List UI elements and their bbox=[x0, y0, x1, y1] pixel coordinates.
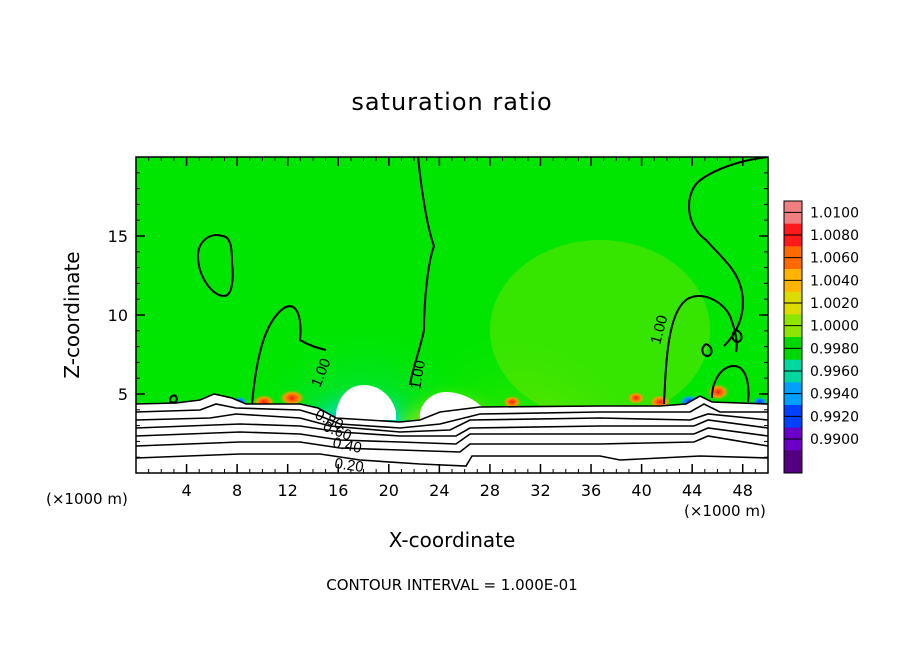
contour-small-loop bbox=[701, 342, 713, 358]
x-tick-label: 16 bbox=[328, 481, 348, 500]
contour-label: 1.00 bbox=[647, 313, 671, 346]
x-unit-label: (×1000 m) bbox=[684, 502, 766, 520]
contour-terrain-0 bbox=[136, 393, 768, 423]
x-tick-label: 36 bbox=[581, 481, 601, 500]
contour-label: 0.20 bbox=[333, 455, 364, 476]
x-tick-label: 28 bbox=[480, 481, 500, 500]
x-tick-label: 4 bbox=[181, 481, 191, 500]
colorbar-swatch bbox=[784, 450, 802, 474]
lime-region bbox=[490, 240, 710, 420]
y-tick-label: 5 bbox=[118, 385, 128, 404]
z-unit-label: (×1000 m) bbox=[46, 490, 128, 508]
x-tick-label: 32 bbox=[530, 481, 550, 500]
colorbar-label: 0.9940 bbox=[810, 387, 859, 403]
x-axis-ticks: 4 8 12 16 20 24 28 32 36 40 44 48 bbox=[148, 157, 756, 500]
colorbar: 1.0100 1.0080 1.0060 1.0040 1.0020 1.0000 0.99… bbox=[783, 200, 859, 474]
chart-title: saturation ratio bbox=[351, 88, 553, 116]
y-tick-label: 10 bbox=[108, 306, 128, 325]
colorbar-label: 0.9960 bbox=[810, 364, 859, 380]
colorbar-label: 1.0060 bbox=[810, 251, 859, 267]
contour-small-loop bbox=[168, 394, 178, 404]
y-axis-label: Z-coordinate bbox=[60, 251, 84, 379]
hot-spot bbox=[502, 395, 522, 409]
colorbar-label: 0.9900 bbox=[810, 432, 859, 448]
hot-spot bbox=[706, 383, 730, 401]
contour-1.00-left bbox=[251, 305, 327, 405]
contour-small-loop bbox=[731, 328, 743, 344]
contour-1.00-right-bump bbox=[711, 364, 750, 403]
x-tick-label: 12 bbox=[278, 481, 298, 500]
contour-terrain-4 bbox=[136, 427, 768, 445]
colorbar-label: 1.0100 bbox=[810, 205, 859, 221]
colorbar-label: 1.0000 bbox=[810, 319, 859, 335]
hot-spot bbox=[626, 391, 646, 405]
y-tick-label: 15 bbox=[108, 227, 128, 246]
contour-lines-upper bbox=[168, 157, 768, 405]
x-tick-label: 8 bbox=[232, 481, 242, 500]
contour-interval-note: CONTOUR INTERVAL = 1.000E-01 bbox=[326, 576, 578, 594]
y-axis-ticks: 5 10 15 bbox=[108, 172, 768, 458]
colorbar-label: 0.9980 bbox=[810, 341, 859, 357]
colorbar-label: 1.0040 bbox=[810, 273, 859, 289]
colorbar-label: 1.0080 bbox=[810, 228, 859, 244]
contour-1.00-right-top bbox=[687, 157, 768, 347]
contour-terrain-3 bbox=[136, 419, 768, 437]
contour-lines-terrain bbox=[136, 393, 768, 467]
x-axis-label: X-coordinate bbox=[388, 528, 516, 552]
plot-field bbox=[136, 157, 768, 473]
colorbar-label: 0.9920 bbox=[810, 409, 859, 425]
colorbar-label: 1.0020 bbox=[810, 296, 859, 312]
contour-label: 0.40 bbox=[331, 434, 363, 457]
contour-1.00-center bbox=[409, 157, 436, 386]
contour-terrain-5 bbox=[136, 435, 768, 453]
x-tick-label: 24 bbox=[429, 481, 449, 500]
contour-1.00-island bbox=[196, 234, 234, 298]
clear-region-left bbox=[336, 385, 396, 420]
x-tick-label: 44 bbox=[682, 481, 702, 500]
contour-terrain-6 bbox=[136, 453, 768, 467]
colorbar-frame bbox=[783, 200, 803, 474]
contour-terrain-2 bbox=[136, 413, 768, 433]
x-tick-label: 48 bbox=[733, 481, 753, 500]
contour-terrain-1 bbox=[136, 403, 768, 429]
x-tick-label: 40 bbox=[631, 481, 651, 500]
contour-labels: 1.00 1.00 1.00 0.80 0.60 0.40 0.20 bbox=[308, 313, 671, 476]
hot-spot bbox=[278, 389, 306, 407]
contour-label: 1.00 bbox=[407, 359, 429, 391]
contour-1.00-right-low bbox=[663, 295, 738, 405]
x-tick-label: 20 bbox=[379, 481, 399, 500]
